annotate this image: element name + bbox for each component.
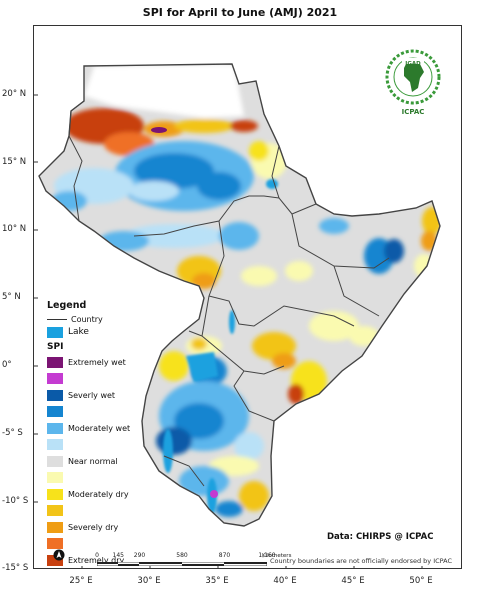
legend-spi-row: Severly wet <box>47 387 157 404</box>
spi-color-swatch <box>47 472 63 484</box>
lat-label: -10° S <box>2 496 29 506</box>
lat-label: 15° N <box>2 157 27 167</box>
lon-label: 30° E <box>137 576 161 586</box>
legend: Legend Country Lake SPI Extremely wet Sev… <box>47 300 157 569</box>
scale-number: 870 <box>218 552 231 559</box>
map-frame <box>33 25 462 569</box>
disclaimer: Country boundaries are not officially en… <box>270 557 453 565</box>
scale-unit: Kilometers <box>262 553 292 559</box>
scale-number: 290 <box>133 552 146 559</box>
legend-spi-row: Extremely wet <box>47 354 157 371</box>
lon-label: 25° E <box>69 576 93 586</box>
scale-number: 1,160 <box>258 552 276 559</box>
spi-color-swatch <box>47 554 63 566</box>
lat-label: -15° S <box>2 563 29 573</box>
scale-bar <box>97 562 267 566</box>
logo-top-text: IGAD <box>405 61 421 67</box>
spi-class-label: Severly wet <box>68 390 116 400</box>
scale-number: 580 <box>176 552 188 559</box>
lon-label: 40° E <box>273 576 297 586</box>
lon-label: 45° E <box>341 576 365 586</box>
data-credit: Data: CHIRPS @ ICPAC <box>327 532 434 542</box>
spi-color-swatch <box>47 505 63 517</box>
spi-color-swatch <box>47 488 63 500</box>
legend-spi-row <box>47 404 157 421</box>
country-line-swatch <box>47 318 67 320</box>
legend-spi-row: Moderately wet <box>47 420 157 437</box>
spi-color-swatch <box>47 422 63 434</box>
lake-swatch <box>47 326 63 338</box>
lat-label: 0° <box>2 360 12 370</box>
legend-heading: Legend <box>47 300 87 311</box>
legend-spi-row: Moderately dry <box>47 486 157 503</box>
legend-spi-row <box>47 470 157 487</box>
legend-country-label: Country <box>71 314 103 324</box>
legend-spi-row <box>47 503 157 520</box>
map-title: SPI for April to June (AMJ) 2021 <box>142 6 338 19</box>
legend-spi-row <box>47 437 157 454</box>
spi-color-swatch <box>47 406 63 418</box>
legend-spi-row: Extremely dry <box>47 552 157 569</box>
spi-class-label: Severely dry <box>68 522 119 532</box>
legend-spi-row: Near normal <box>47 453 157 470</box>
legend-country-row: Country <box>47 313 157 325</box>
lat-label: -5° S <box>2 428 23 438</box>
legend-spi-row <box>47 371 157 388</box>
scale-number: 0 <box>95 552 99 559</box>
spi-class-label: Moderately dry <box>68 489 129 499</box>
spi-color-swatch <box>47 356 63 368</box>
legend-lake-row: Lake <box>47 325 157 339</box>
spi-class-label: Near normal <box>68 456 118 466</box>
spi-color-swatch <box>47 538 63 550</box>
lat-label: 5° N <box>2 292 21 302</box>
icpac-logo-icon <box>385 49 441 105</box>
lon-label: 35° E <box>205 576 229 586</box>
lat-label: 10° N <box>2 224 27 234</box>
spi-class-label: Extremely wet <box>68 357 126 367</box>
spi-color-swatch <box>47 439 63 451</box>
country-borders <box>68 100 390 487</box>
spi-color-swatch <box>47 455 63 467</box>
legend-spi-row: Severely dry <box>47 519 157 536</box>
legend-spi-heading: SPI <box>47 342 64 352</box>
lon-label: 50° E <box>409 576 433 586</box>
north-arrow-icon <box>53 549 65 561</box>
lat-label: 20° N <box>2 89 27 99</box>
scale-number: 145 <box>112 552 124 559</box>
logo-bottom-text: ICPAC <box>401 108 425 116</box>
spi-class-label: Moderately wet <box>68 423 131 433</box>
spi-color-swatch <box>47 389 63 401</box>
spi-class-label: Extremely dry <box>68 555 125 565</box>
spi-color-swatch <box>47 521 63 533</box>
legend-spi-row <box>47 536 157 553</box>
legend-lake-label: Lake <box>68 327 89 337</box>
spi-color-swatch <box>47 373 63 385</box>
spi-map <box>34 63 441 568</box>
